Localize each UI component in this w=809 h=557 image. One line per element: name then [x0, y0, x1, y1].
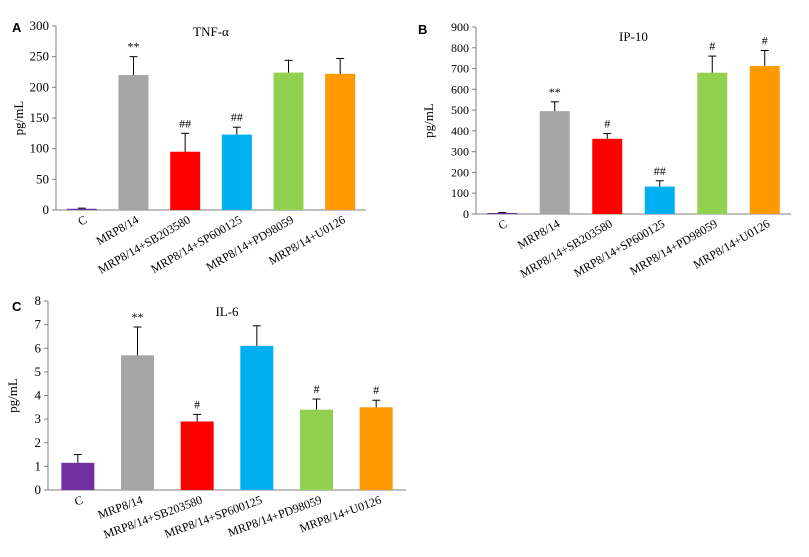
y-tick-label: 4 — [35, 388, 42, 403]
y-tick-label: 2 — [35, 435, 42, 450]
y-tick-label: 0 — [43, 202, 50, 217]
significance-label: # — [314, 382, 320, 396]
y-tick-label: 7 — [35, 317, 42, 332]
bar — [592, 138, 623, 214]
x-tick-label: MRP8/14+SB203580 — [518, 216, 615, 280]
y-axis-label: pg/mL — [421, 103, 436, 138]
x-tick-label: C — [75, 212, 89, 228]
bar — [487, 212, 518, 214]
y-tick-label: 5 — [35, 364, 42, 379]
significance-label: # — [604, 117, 610, 131]
y-tick-label: 700 — [451, 62, 469, 76]
panel-letter: B — [418, 22, 427, 37]
significance-label: ## — [179, 116, 191, 130]
significance-label: # — [709, 39, 715, 53]
y-axis-label: pg/mL — [11, 101, 26, 136]
significance-label: ** — [128, 40, 140, 54]
y-tick-label: 1 — [35, 458, 42, 473]
y-tick-label: 100 — [451, 186, 469, 200]
bar — [221, 134, 252, 210]
significance-label: # — [373, 383, 379, 397]
x-tick-label: MRP8/14+SP600125 — [148, 212, 244, 276]
bar — [359, 407, 393, 490]
bar — [749, 66, 780, 214]
y-tick-label: 500 — [451, 103, 469, 117]
y-tick-label: 250 — [30, 49, 50, 64]
bar — [66, 208, 97, 210]
bar — [240, 345, 274, 490]
bar — [180, 421, 214, 490]
significance-label: ## — [231, 110, 243, 124]
y-tick-label: 0 — [35, 482, 42, 497]
significance-label: ## — [654, 164, 666, 178]
y-tick-label: 400 — [451, 124, 469, 138]
bar — [61, 462, 95, 490]
y-tick-label: 300 — [30, 18, 50, 33]
x-tick-label: MRP8/14+PD98059 — [203, 212, 296, 274]
y-tick-label: 100 — [30, 141, 50, 156]
panel-b: B IP-10 pg/mL 0 100 200 300 400 500 600 700 800 900 C… — [418, 20, 791, 281]
significance-label: # — [762, 33, 768, 47]
x-tick-label: C — [73, 493, 85, 509]
y-tick-label: 8 — [35, 293, 42, 308]
chart-title: IP-10 — [619, 29, 648, 44]
bar — [325, 73, 356, 210]
y-tick-label: 150 — [30, 110, 50, 125]
panel-letter: A — [12, 20, 22, 35]
x-tick-label: C — [496, 216, 510, 232]
significance-label: # — [194, 397, 200, 411]
y-tick-label: 200 — [451, 165, 469, 179]
significance-label: ** — [132, 310, 144, 324]
bar — [539, 111, 570, 214]
y-tick-label: 800 — [451, 41, 469, 55]
panel-c: C IL-6pg/mL012345678C**MRP8/14#MRP8/14+SB… — [5, 293, 406, 541]
y-tick-label: 200 — [30, 79, 50, 94]
bar — [697, 72, 728, 214]
bar — [170, 151, 201, 210]
x-tick-label: MRP8/14+SB203580 — [95, 212, 192, 276]
y-tick-label: 300 — [451, 145, 469, 159]
bar — [118, 75, 149, 210]
bar — [121, 355, 154, 490]
panel-letter: C — [12, 299, 22, 314]
significance-label: ** — [549, 85, 561, 99]
y-tick-label: 0 — [463, 207, 469, 221]
x-tick-label: MRP8/14+PD98059 — [627, 216, 720, 278]
y-tick-label: 600 — [451, 82, 469, 96]
chart-title: IL-6 — [215, 304, 239, 319]
y-tick-label: 50 — [36, 171, 49, 186]
bar — [273, 72, 304, 210]
chart-title: TNF-α — [193, 24, 229, 39]
y-tick-label: 3 — [35, 411, 42, 426]
bar — [300, 409, 333, 490]
bar — [644, 186, 675, 214]
x-tick-label: MRP8/14+SP600125 — [571, 216, 667, 280]
y-axis-label: pg/mL — [5, 378, 20, 413]
panel-a: A TNF-αpg/mL050100150200250300C**MRP8/14#… — [11, 18, 366, 277]
y-tick-label: 6 — [35, 340, 42, 355]
y-tick-label: 900 — [451, 20, 469, 34]
